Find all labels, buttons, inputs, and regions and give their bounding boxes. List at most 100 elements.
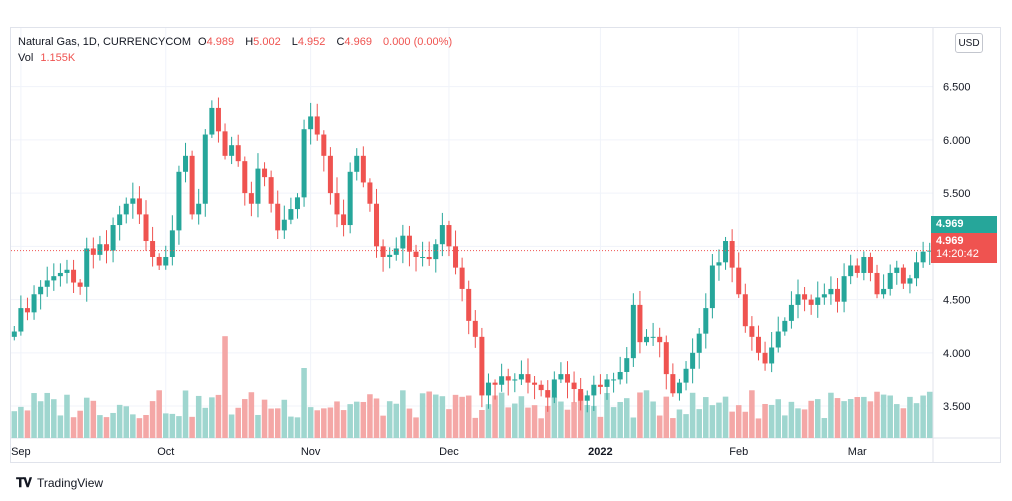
currency-button[interactable]: USD xyxy=(955,33,983,53)
volume-bar xyxy=(116,404,123,438)
volume-bar xyxy=(558,401,564,438)
candle-body xyxy=(742,294,748,327)
volume-bar xyxy=(861,396,867,438)
volume-bar xyxy=(307,407,314,438)
volume-bar xyxy=(801,409,808,438)
candle-body xyxy=(788,304,794,321)
volume-bar xyxy=(452,394,459,438)
footer-brand[interactable]: 𝐓𝐕 TradingView xyxy=(16,475,103,491)
candle-body xyxy=(202,134,208,204)
candle-body xyxy=(749,326,755,337)
candle-body xyxy=(453,246,459,268)
candle-body xyxy=(314,116,320,135)
volume-bar xyxy=(722,396,729,438)
volume-bar xyxy=(597,416,604,438)
volume-bar xyxy=(380,415,386,438)
candle-body xyxy=(499,376,505,385)
candle-body xyxy=(696,333,702,353)
volume-bar xyxy=(70,417,77,438)
candle-body xyxy=(492,382,498,385)
candle-body xyxy=(927,250,933,252)
volume-bar xyxy=(103,417,110,438)
candle-body xyxy=(815,297,821,305)
volume-bar xyxy=(900,408,907,438)
candle-body xyxy=(400,235,406,249)
volume-bar xyxy=(156,390,162,438)
candle-body xyxy=(867,256,873,273)
close-label: C xyxy=(336,36,345,48)
volume-bar xyxy=(505,407,511,438)
volume-bar xyxy=(676,409,683,438)
volume-bar xyxy=(630,417,637,438)
candle-body xyxy=(828,288,834,295)
volume-bar xyxy=(248,392,255,438)
volume-bar xyxy=(762,403,768,438)
candle-body xyxy=(123,203,129,215)
candle-body xyxy=(709,265,715,309)
candle-body xyxy=(354,155,360,172)
volume-bar xyxy=(795,408,801,438)
chart-frame[interactable] xyxy=(10,27,1001,463)
volume-bar xyxy=(235,407,241,438)
candle-body xyxy=(821,294,827,298)
candle-body xyxy=(103,244,109,251)
volume-bar xyxy=(880,394,887,438)
candle-body xyxy=(485,382,491,396)
candle-body xyxy=(235,145,241,162)
candle-body xyxy=(657,336,663,343)
volume-bar xyxy=(512,403,518,438)
candle-body xyxy=(334,193,340,215)
high-value: 5.002 xyxy=(253,36,281,48)
volume-bar xyxy=(663,396,670,438)
volume-bar xyxy=(703,397,709,438)
y-tick-label: 4.500 xyxy=(943,295,971,307)
candle-body xyxy=(130,198,136,204)
candle-body xyxy=(591,384,597,396)
volume-bar xyxy=(83,397,90,438)
volume-bar xyxy=(498,392,505,438)
candle-body xyxy=(716,262,722,266)
volume-bar xyxy=(637,392,643,438)
tradingview-logo-icon: 𝐓𝐕 xyxy=(16,475,32,490)
candle-body xyxy=(413,251,419,257)
volume-bar xyxy=(327,407,334,438)
volume-bar xyxy=(841,401,847,438)
y-tick-label: 3.500 xyxy=(943,401,971,413)
volume-bar xyxy=(182,390,189,438)
volume-bar xyxy=(729,411,735,438)
candle-body xyxy=(387,254,393,257)
candle-body xyxy=(914,262,920,279)
volume-bar xyxy=(110,412,116,438)
candle-body xyxy=(90,248,96,255)
volume-bar xyxy=(854,397,861,438)
vol-label: Vol xyxy=(18,52,34,64)
volume-bar xyxy=(847,399,854,438)
candle-body xyxy=(71,269,77,283)
candle-body xyxy=(676,382,682,394)
candle-body xyxy=(459,267,465,289)
volume-bar xyxy=(51,399,57,438)
candle-body xyxy=(222,131,228,156)
candle-body xyxy=(209,107,215,135)
candle-body xyxy=(630,304,636,359)
volume-bar xyxy=(887,395,893,438)
volume-bar xyxy=(37,401,44,438)
candle-body xyxy=(308,116,314,130)
candle-body xyxy=(380,246,386,257)
candle-body xyxy=(795,294,801,305)
candle-body xyxy=(136,198,142,215)
volume-bar xyxy=(123,406,130,438)
candle-body xyxy=(189,155,195,215)
candle-body xyxy=(802,294,808,300)
candle-body xyxy=(729,241,735,268)
x-tick-label: Dec xyxy=(439,446,459,458)
volume-bar xyxy=(683,414,689,438)
volume-bar xyxy=(716,402,722,438)
candle-body xyxy=(268,177,274,204)
volume-bar xyxy=(130,414,136,438)
volume-bar xyxy=(814,399,821,438)
candle-body xyxy=(163,256,169,266)
candle-body xyxy=(663,342,669,375)
candle-body xyxy=(169,230,175,257)
